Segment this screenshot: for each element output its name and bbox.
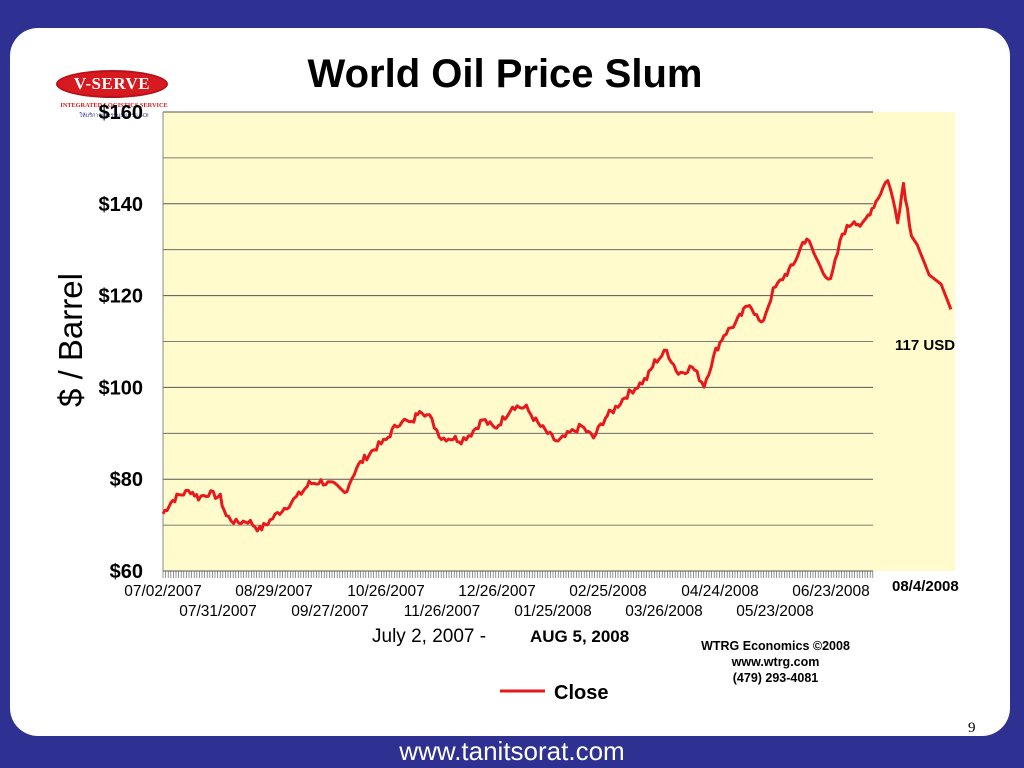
y-tick-label: $60 — [110, 561, 143, 583]
x-axis-label-end: AUG 5, 2008 — [530, 627, 629, 646]
v-serve-logo: V-SERVE INTEGRATED LOGISTICS SERVICE ให้… — [50, 70, 178, 122]
logo-oval: V-SERVE — [56, 70, 168, 98]
logo-subtitle: INTEGRATED LOGISTICS SERVICE — [60, 102, 168, 109]
y-tick-label: $100 — [99, 377, 144, 399]
y-axis-label: $ / Barrel — [52, 273, 89, 407]
x-tick-label: 02/25/2008 — [569, 583, 647, 600]
y-tick-label: $140 — [99, 194, 144, 216]
x-axis-label: July 2, 2007 - — [372, 626, 486, 647]
source-line-3: (479) 293-4081 — [732, 671, 819, 685]
end-value-annotation: 117 USD — [895, 337, 955, 354]
source-line-1: WTRG Economics ©2008 — [701, 639, 850, 653]
y-tick-label: $80 — [110, 469, 143, 491]
x-tick-label: 08/29/2007 — [235, 583, 313, 600]
x-tick-label: 09/27/2007 — [291, 603, 369, 620]
y-tick-labels: $60 $80 $100 $120 $140 $160 — [99, 102, 144, 583]
y-tick-label: $120 — [99, 286, 144, 308]
x-tick-label: 10/26/2007 — [347, 583, 425, 600]
x-tick-label: 03/26/2008 — [625, 603, 703, 620]
grid-lines — [162, 111, 873, 572]
source-line-2: www.wtrg.com — [731, 655, 820, 669]
page-number: 9 — [968, 720, 976, 736]
x-tick-label: 11/26/2007 — [404, 603, 480, 620]
end-date-annotation: 08/4/2008 — [892, 578, 959, 595]
x-tick-labels: 07/02/2007 08/29/2007 10/26/2007 12/26/2007… — [124, 583, 870, 620]
x-tick-label: 04/24/2008 — [681, 583, 759, 600]
x-minor-ticks — [162, 571, 874, 578]
slide-title: World Oil Price Slum — [307, 52, 703, 96]
x-tick-label: 06/23/2008 — [792, 583, 870, 600]
series-line-close — [161, 179, 953, 533]
x-tick-label: 07/31/2007 — [179, 603, 257, 620]
source-credit: WTRG Economics ©2008 www.wtrg.com (479) … — [693, 638, 858, 686]
footer-url: www.tanitsorat.com — [399, 736, 625, 766]
x-tick-label: 12/26/2007 — [458, 583, 536, 600]
y-tick-label: $160 — [99, 102, 144, 124]
legend-label-close: Close — [554, 682, 608, 704]
logo-tagline: ให้บริการเต็มรูปแบบครบ BOI — [79, 113, 149, 119]
logo-name: V-SERVE — [73, 74, 151, 93]
x-tick-label: 05/23/2008 — [736, 603, 814, 620]
x-tick-label: 01/25/2008 — [514, 603, 592, 620]
x-tick-label: 07/02/2007 — [124, 583, 202, 600]
